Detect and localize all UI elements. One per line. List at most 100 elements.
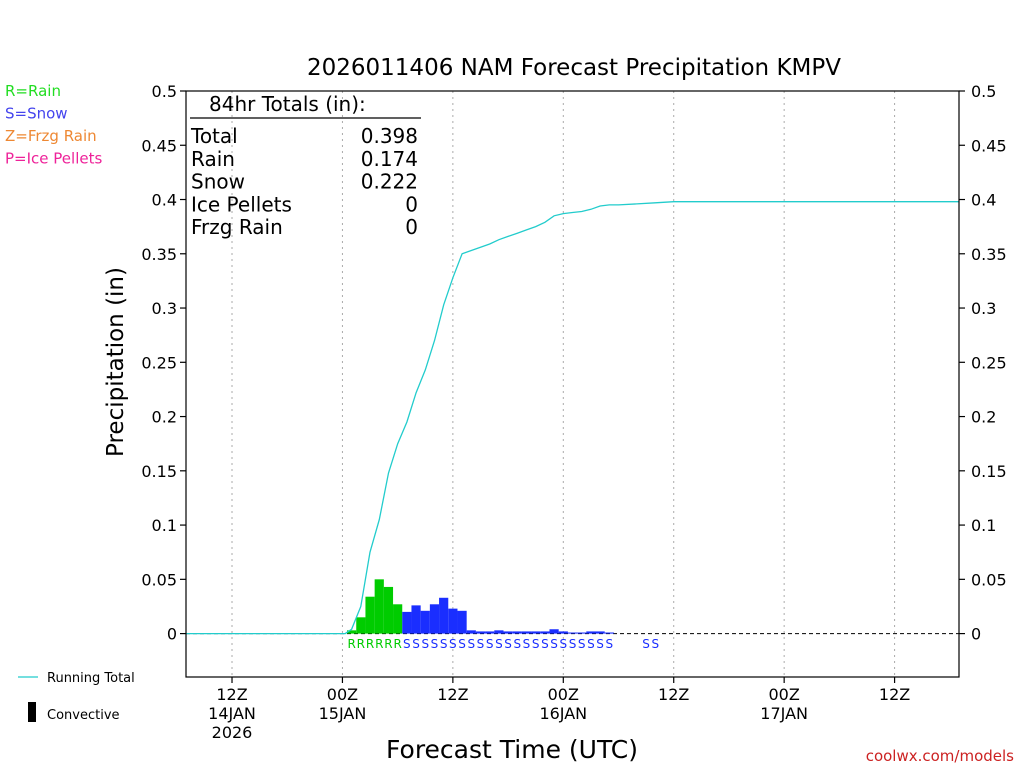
y-tick-label-right-3: 0.15	[971, 462, 1007, 481]
running-total-legend-label: Running Total	[47, 671, 135, 686]
bar-S-h32	[521, 631, 532, 634]
bar-S-h22	[429, 604, 440, 634]
bar-R-h13	[347, 630, 357, 634]
x-tick-label-0-2: 2026	[212, 723, 253, 742]
y-tick-label-right-7: 0.35	[971, 245, 1007, 264]
y-tick-label-left-10: 0.5	[152, 82, 177, 101]
bar-S-h20	[411, 605, 421, 634]
totals-value-3: 0	[405, 192, 418, 216]
y-tick-label-left-3: 0.15	[141, 462, 177, 481]
y-tick-label-right-0: 0	[971, 625, 981, 644]
legend-type-2: Z=Frzg Rain	[5, 127, 97, 145]
bar-S-h27	[475, 631, 486, 634]
type-letter-h41: S	[605, 637, 613, 651]
bar-S-h39	[586, 631, 596, 634]
bar-S-h35	[549, 629, 559, 634]
y-axis-right: 0 0.05 0.1 0.15 0.2 0.25 0.3 0.35 0.4 0.45 0.5	[959, 82, 1007, 644]
bar-R-h17	[383, 586, 394, 634]
y-tick-label-left-4: 0.2	[152, 408, 177, 427]
type-letter-h28: S	[486, 637, 494, 651]
line-legend: Running Total Convective	[18, 671, 135, 723]
legend-type-3: P=Ice Pellets	[5, 150, 102, 168]
y-axis-label: Precipitation (in)	[103, 267, 129, 457]
legend-type-1: S=Snow	[5, 105, 68, 123]
bar-S-h30	[503, 631, 513, 634]
type-letter-h21: S	[421, 637, 429, 651]
x-axis-label: Forecast Time (UTC)	[386, 735, 638, 764]
bar-S-h33	[531, 631, 541, 634]
y-tick-label-left-6: 0.3	[152, 299, 177, 318]
type-letter-h23: S	[440, 637, 448, 651]
y-tick-label-right-4: 0.2	[971, 408, 996, 427]
bar-R-h14	[356, 617, 366, 634]
type-letter-h14: R	[357, 637, 365, 651]
totals-value-0: 0.398	[361, 124, 418, 148]
y-tick-label-right-10: 0.5	[971, 82, 996, 101]
y-tick-label-right-5: 0.25	[971, 353, 1007, 372]
x-tick-label-5-1: 17JAN	[760, 704, 808, 723]
bar-S-h23	[439, 597, 449, 634]
bar-S-h34	[540, 631, 550, 634]
type-letter-h16: R	[375, 637, 383, 651]
type-letter-h33: S	[532, 637, 540, 651]
totals-box: 84hr Totals (in): Total 0.398 Rain 0.174 Sno…	[190, 92, 421, 239]
bar-S-h25	[457, 610, 467, 634]
type-letter-h26: S	[467, 637, 475, 651]
type-letter-h39: S	[587, 637, 595, 651]
y-tick-label-right-2: 0.1	[971, 516, 996, 535]
x-tick-label-0-1: 14JAN	[208, 704, 256, 723]
x-tick-label-6-0: 12Z	[879, 685, 910, 704]
bar-S-h37	[567, 632, 578, 634]
grid-lines	[231, 91, 896, 677]
totals-rows: Total 0.398 Rain 0.174 Snow 0.222 Ice Pellets 0…	[190, 124, 418, 239]
type-letter-h31: S	[513, 637, 521, 651]
bar-S-h31	[512, 631, 522, 634]
type-letter-h13: R	[347, 637, 355, 651]
type-letter-h25: S	[458, 637, 466, 651]
running-total-line	[186, 201, 959, 635]
y-tick-label-right-8: 0.4	[971, 191, 996, 210]
x-tick-label-4-0: 12Z	[658, 685, 689, 704]
convective-swatch	[28, 702, 36, 722]
type-letter-h15: R	[366, 637, 374, 651]
bar-S-h29	[494, 630, 504, 634]
precip-bars	[347, 579, 614, 634]
totals-value-1: 0.174	[361, 147, 418, 171]
totals-label-0: Total	[190, 124, 238, 148]
totals-header: 84hr Totals (in):	[209, 92, 366, 116]
type-letter-h46: S	[652, 637, 660, 651]
bar-R-h15	[365, 596, 375, 634]
x-tick-label-3-1: 16JAN	[539, 704, 587, 723]
type-letter-h18: R	[393, 637, 401, 651]
y-axis-left: 0 0.05 0.1 0.15 0.2 0.25 0.3 0.35 0.4 0.45 0.5	[141, 82, 186, 644]
type-letter-h38: S	[578, 637, 586, 651]
bar-S-h40	[595, 631, 605, 634]
type-letter-h19: S	[403, 637, 411, 651]
totals-label-4: Frzg Rain	[191, 215, 283, 239]
y-tick-label-left-1: 0.05	[141, 570, 177, 589]
y-tick-label-left-0: 0	[167, 625, 177, 644]
bar-S-h36	[558, 631, 568, 634]
x-tick-label-0-0: 12Z	[216, 685, 247, 704]
y-tick-label-right-1: 0.05	[971, 570, 1007, 589]
bar-R-h16	[374, 579, 384, 634]
convective-legend-label: Convective	[47, 708, 120, 723]
x-tick-label-1-1: 15JAN	[319, 704, 367, 723]
type-letter-h17: R	[384, 637, 392, 651]
totals-value-4: 0	[405, 215, 418, 239]
plot-frame	[185, 90, 960, 678]
type-letter-h37: S	[569, 637, 577, 651]
x-tick-label-3-0: 00Z	[548, 685, 579, 704]
bar-S-h24	[448, 608, 458, 634]
y-tick-label-left-5: 0.25	[141, 353, 177, 372]
bar-S-h26	[466, 630, 476, 634]
bar-S-h21	[420, 610, 430, 634]
type-letter-h32: S	[523, 637, 531, 651]
y-tick-label-left-9: 0.45	[141, 136, 177, 155]
x-tick-label-1-0: 00Z	[327, 685, 358, 704]
chart-title: 2026011406 NAM Forecast Precipitation KM…	[307, 55, 841, 81]
bar-R-h18	[393, 604, 403, 634]
x-tick-label-5-0: 00Z	[768, 685, 799, 704]
